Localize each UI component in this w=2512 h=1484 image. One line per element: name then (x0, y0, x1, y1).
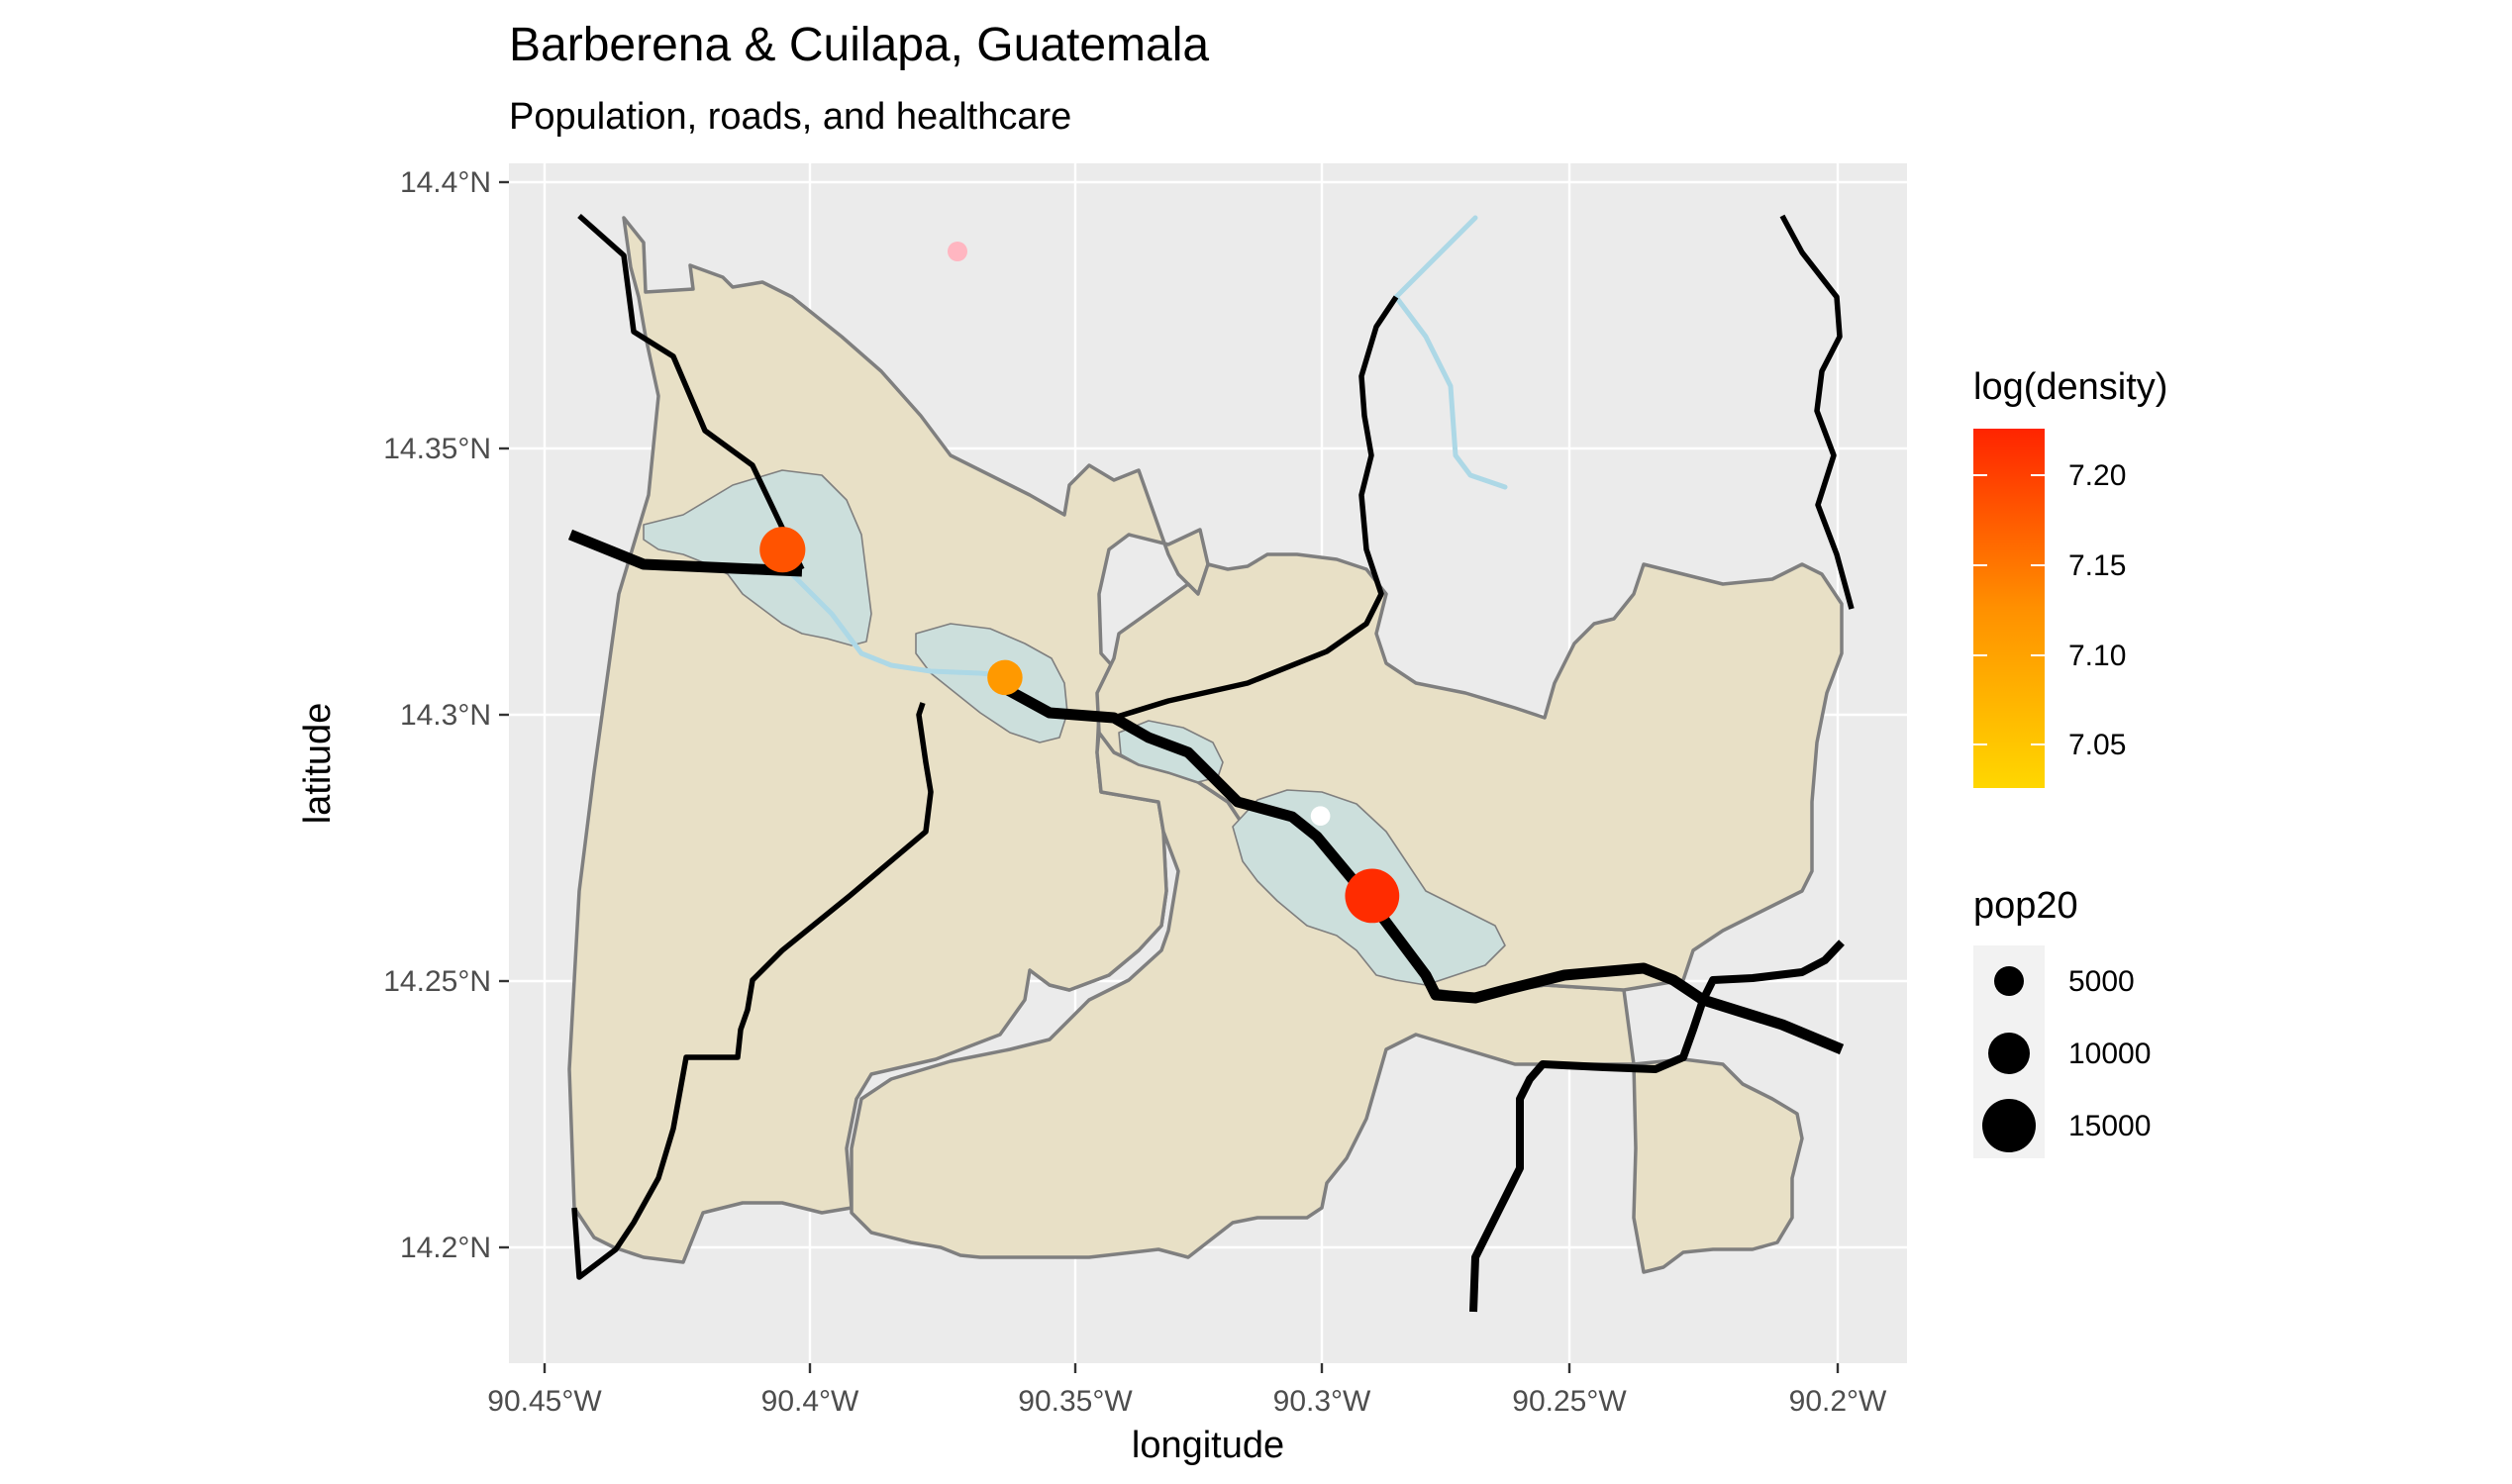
settlement-points (759, 527, 1400, 924)
river-west (779, 561, 1003, 678)
axis-ticks (499, 180, 1840, 1373)
rivers (779, 215, 1508, 678)
river-north (1393, 215, 1508, 490)
legend-pop-title: pop20 (1973, 885, 2078, 927)
legend-density-label: 7.10 (2068, 640, 2126, 672)
legend-density-label: 7.20 (2068, 459, 2126, 492)
x-tick-label: 90.45°W (487, 1385, 602, 1418)
y-tick-label: 14.4°N (400, 166, 491, 199)
x-tick-label: 90.35°W (1018, 1385, 1133, 1418)
legend-pop-label: 10000 (2068, 1038, 2151, 1070)
y-tick-label: 14.3°N (400, 699, 491, 732)
legend-pop-key-small (1994, 966, 2024, 996)
municipality-southeast (1632, 1057, 1804, 1274)
y-tick-label: 14.25°N (383, 965, 491, 998)
road-east-branch (1699, 940, 1845, 1002)
road-northwest (577, 213, 805, 571)
roads (567, 213, 1855, 1313)
plot-subtitle: Population, roads, and healthcare (509, 96, 1071, 138)
x-axis-title: longitude (1132, 1425, 1284, 1466)
legend-pop-key-medium (1988, 1033, 2030, 1074)
x-tick-label: 90.25°W (1512, 1385, 1627, 1418)
settlement-point (987, 659, 1023, 696)
legend-pop-label: 5000 (2068, 965, 2135, 998)
road-west-main (567, 529, 803, 577)
settlement-point (1345, 868, 1400, 924)
legend-density-label: 7.15 (2068, 549, 2126, 582)
road-main-corridor (992, 678, 1845, 1055)
healthcare-facility-point (948, 242, 967, 261)
settlement-point (759, 527, 806, 573)
road-east-south (1469, 998, 1707, 1313)
road-north-central (1113, 295, 1399, 721)
settlement-point (1310, 806, 1331, 827)
plot-title: Barberena & Cuilapa, Guatemala (509, 19, 1209, 71)
x-tick-labels: 90.45°W 90.4°W 90.35°W 90.3°W 90.25°W 90… (487, 1385, 1887, 1418)
x-tick-label: 90.4°W (761, 1385, 859, 1418)
legend-pop: pop20 5000 10000 15000 (1973, 885, 2151, 1158)
legend-density-colorbar (1973, 429, 2045, 788)
y-tick-label: 14.2°N (400, 1232, 491, 1264)
legend-density-title: log(density) (1973, 366, 2167, 408)
road-west-south (571, 702, 934, 1280)
x-tick-label: 90.2°W (1789, 1385, 1887, 1418)
y-tick-labels: 14.4°N 14.35°N 14.3°N 14.25°N 14.2°N (383, 166, 491, 1264)
legend-pop-key-large (1982, 1099, 2036, 1152)
x-tick-label: 90.3°W (1273, 1385, 1371, 1418)
legend-pop-label: 15000 (2068, 1110, 2151, 1142)
legend-density: log(density) 7.20 7.15 7.10 7.05 (1973, 366, 2167, 788)
legend-density-label: 7.05 (2068, 729, 2126, 761)
urban-area-barberena (643, 469, 872, 646)
y-axis-title: latitude (297, 703, 339, 825)
road-east-north (1779, 214, 1855, 610)
y-tick-label: 14.35°N (383, 433, 491, 465)
